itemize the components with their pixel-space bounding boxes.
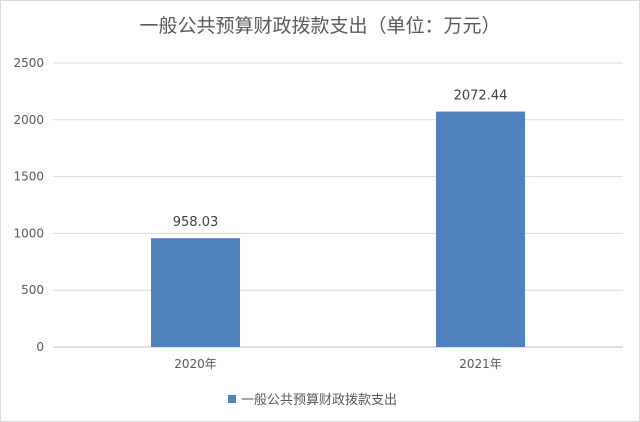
bar: [436, 111, 525, 347]
y-tick-label: 1000: [13, 226, 44, 240]
bar-value-label: 2072.44: [454, 89, 508, 104]
x-axis-ticks: 2020年 2021年: [174, 357, 502, 371]
x-tick-label: 2020年: [174, 357, 217, 371]
y-axis-ticks: 0 500 1000 1500 2000 2500: [13, 56, 44, 354]
bars: [151, 111, 525, 347]
data-labels: 958.03 2072.44: [173, 89, 508, 231]
bar-value-label: 958.03: [173, 215, 219, 230]
x-tick-label: 2021年: [459, 357, 502, 371]
chart-title: 一般公共预算财政拨款支出（单位：万元）: [139, 15, 500, 37]
bar: [151, 238, 240, 347]
y-tick-label: 2000: [13, 113, 44, 127]
y-tick-label: 2500: [13, 56, 44, 70]
y-tick-label: 0: [36, 340, 44, 354]
legend-swatch: [228, 395, 236, 403]
y-tick-label: 500: [21, 283, 44, 297]
legend: 一般公共预算财政拨款支出: [228, 392, 397, 408]
y-tick-label: 1500: [13, 170, 44, 184]
gridlines: [53, 62, 623, 348]
legend-label: 一般公共预算财政拨款支出: [241, 392, 397, 408]
